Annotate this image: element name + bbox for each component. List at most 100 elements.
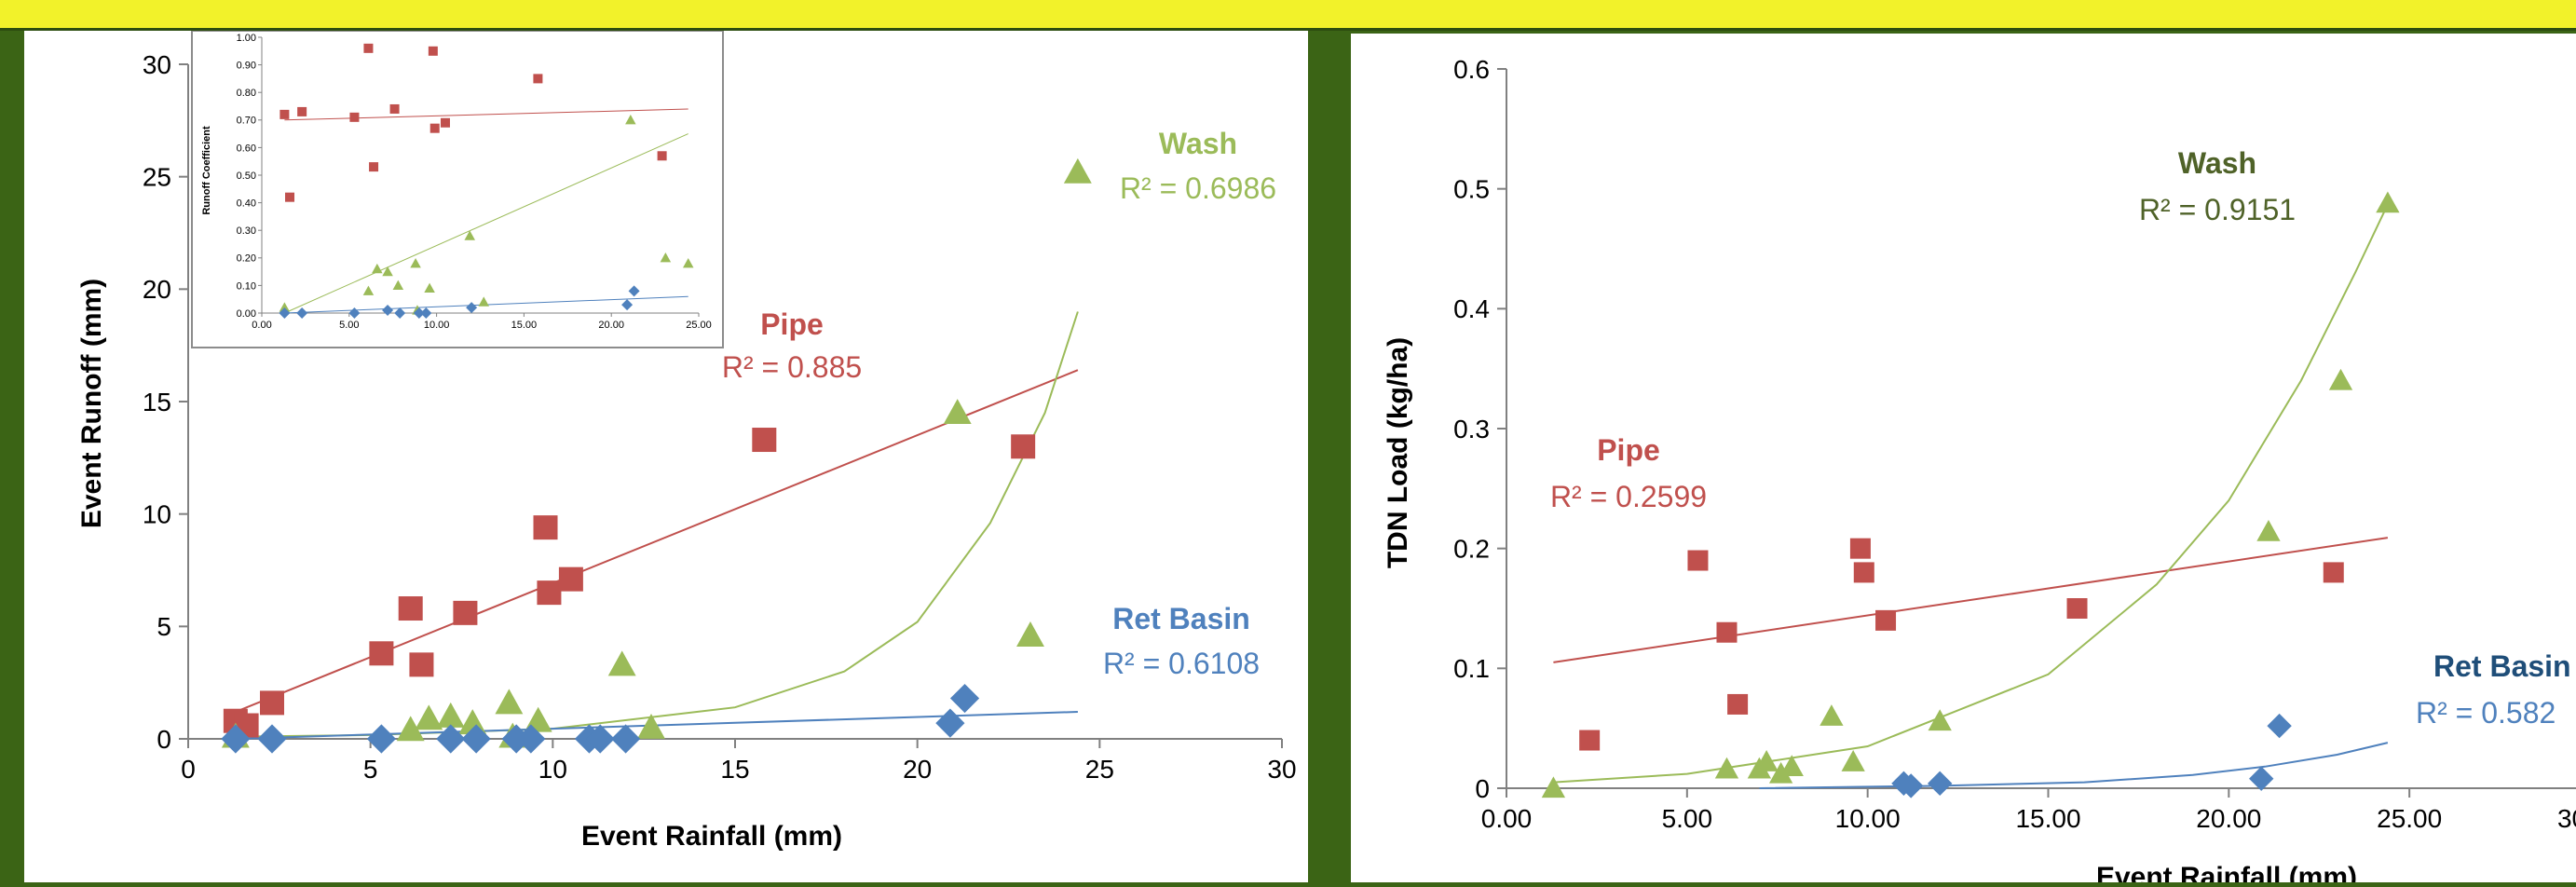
point-square (533, 74, 543, 84)
point-triangle (392, 280, 404, 290)
y-tick-label: 20 (143, 275, 171, 304)
x-tick-label: 5 (363, 755, 378, 784)
point-pipe (537, 580, 562, 606)
point-triangle (464, 230, 475, 240)
point-wash (495, 689, 524, 715)
point-wash (2376, 191, 2400, 213)
y-tick-label: 5 (157, 612, 171, 641)
point-triangle (660, 252, 672, 263)
y-tick-label: 0.6 (1453, 55, 1490, 84)
point-triangle (382, 266, 393, 277)
point-ret-basin (585, 724, 615, 754)
point-pipe (1716, 621, 1738, 643)
point-ret-basin (1898, 773, 1924, 798)
point-square (440, 117, 450, 128)
y-tick-label: 0.5 (1453, 174, 1490, 203)
y-axis-title: Event Runoff (mm) (76, 279, 107, 528)
x-tick-label: 25 (1085, 755, 1114, 784)
point-wash (1928, 709, 1952, 731)
x-tick-label: 30.00 (2557, 804, 2576, 833)
x-tick-label: 10.00 (1835, 804, 1901, 833)
top-banner (0, 0, 2576, 31)
point-wash (1841, 750, 1865, 771)
point-ret-basin (2267, 713, 2292, 739)
point-pipe (533, 515, 558, 540)
point-wash (396, 716, 425, 742)
y-tick-label: 0.3 (1453, 415, 1490, 444)
point-wash (607, 650, 636, 676)
point-wash (415, 704, 443, 730)
point-ret-basin (949, 683, 980, 714)
x-tick-label: 0.00 (252, 320, 271, 331)
series-label-wash: Wash (2178, 146, 2256, 180)
point-diamond (628, 285, 640, 297)
point-ret-basin (516, 724, 546, 754)
point-ret-basin (257, 724, 287, 754)
r2-label-ret-basin: R² = 0.6108 (1103, 647, 1260, 680)
x-tick-label: 0 (181, 755, 196, 784)
point-pipe (1875, 609, 1897, 631)
point-wash (943, 399, 972, 425)
y-tick-label: 25 (143, 162, 171, 191)
point-wash (2256, 520, 2281, 541)
point-square (428, 46, 438, 56)
point-ret-basin (366, 724, 397, 754)
x-tick-label: 20 (903, 755, 932, 784)
point-diamond (420, 307, 432, 319)
r2-label-ret-basin: R² = 0.582 (2416, 696, 2556, 730)
trendline-wash (235, 311, 1079, 738)
x-tick-label: 20.00 (2196, 804, 2261, 833)
point-pipe (2323, 562, 2344, 583)
r2-label-wash: R² = 0.9151 (2139, 193, 2296, 226)
point-wash (1541, 776, 1566, 798)
r2-label-pipe: R² = 0.2599 (1550, 480, 1707, 513)
r2-label-pipe: R² = 0.885 (722, 350, 862, 384)
x-tick-label: 10.00 (424, 320, 450, 331)
y-tick-label: 0.90 (237, 60, 256, 71)
x-tick-label: 10 (538, 755, 567, 784)
point-triangle (279, 302, 291, 312)
y-tick-label: 30 (143, 50, 171, 79)
series-label-pipe: Pipe (1597, 433, 1660, 467)
point-diamond (279, 307, 291, 319)
y-tick-label: 0.1 (1453, 654, 1490, 683)
point-diamond (466, 302, 478, 314)
point-pipe (260, 690, 285, 716)
y-axis-title: TDN Load (kg/ha) (1383, 337, 1413, 568)
event-runoff-chart: Event Runoff (mm) Event Rainfall (mm) 0 5… (76, 30, 1297, 852)
x-tick-label: 30 (1267, 755, 1296, 784)
point-square (657, 151, 667, 161)
y-tick-label: 0.4 (1453, 294, 1490, 323)
point-square (279, 109, 290, 119)
x-tick-label: 25.00 (686, 320, 712, 331)
series-label-pipe: Pipe (760, 307, 824, 341)
point-wash (1754, 750, 1779, 771)
point-pipe (1011, 434, 1036, 459)
point-pipe (2066, 598, 2088, 619)
y-tick-label: 0.60 (237, 143, 256, 154)
trendline-triangle (284, 133, 688, 314)
r2-label-wash: R² = 0.6986 (1120, 171, 1276, 205)
trendline-wash (1553, 203, 2389, 784)
point-triangle (625, 115, 636, 125)
point-ret-basin (461, 724, 491, 754)
point-pipe (1579, 730, 1601, 751)
point-pipe (369, 641, 394, 666)
point-pipe (1687, 550, 1709, 571)
point-triangle (424, 282, 435, 293)
y-tick-label: 0.30 (237, 225, 256, 237)
point-ret-basin (1928, 771, 1953, 797)
point-triangle (682, 257, 694, 268)
point-pipe (1853, 562, 1874, 583)
point-pipe (409, 652, 434, 677)
x-axis-title: Event Rainfall (mm) (2096, 862, 2357, 882)
x-tick-label: 5.00 (339, 320, 359, 331)
point-square (297, 106, 307, 116)
series-label-ret-basin: Ret Basin (1112, 602, 1250, 635)
x-tick-label: 0.00 (1481, 804, 1533, 833)
point-diamond (621, 299, 634, 311)
y-tick-label: 1.00 (237, 33, 256, 44)
point-pipe (453, 600, 478, 625)
point-square (389, 103, 400, 114)
x-tick-label: 20.00 (598, 320, 624, 331)
